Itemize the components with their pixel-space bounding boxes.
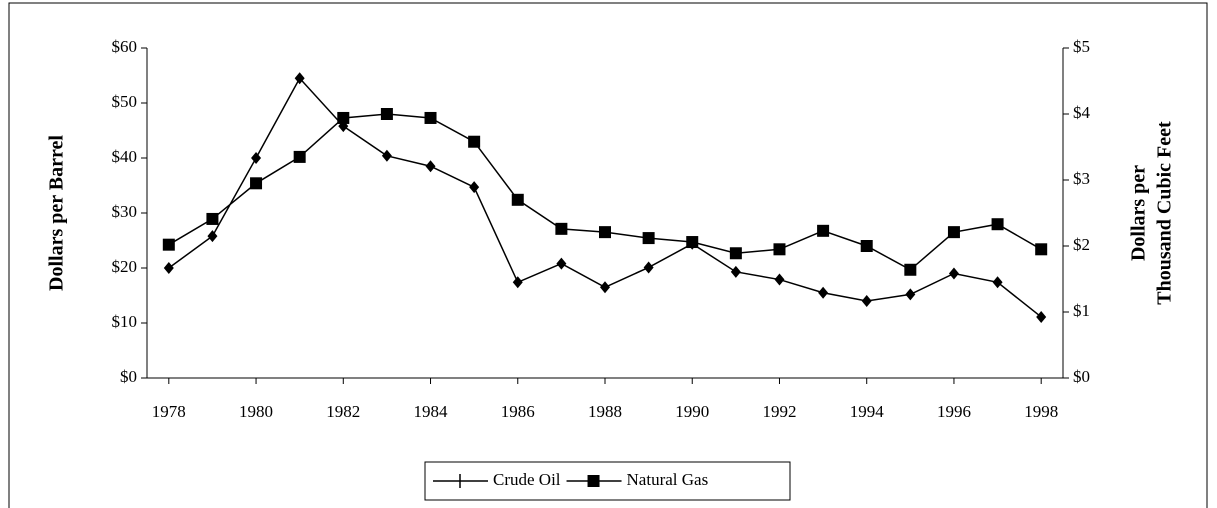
square-marker (250, 177, 263, 190)
square-marker (686, 236, 699, 249)
y-tick-label: $60 (112, 37, 138, 56)
legend-label: Natural Gas (627, 470, 709, 489)
diamond-marker (469, 181, 480, 194)
diamond-marker (948, 267, 959, 280)
square-marker (206, 212, 219, 225)
y2-tick-label: $5 (1073, 37, 1090, 56)
x-tick-label: 1984 (414, 402, 449, 421)
square-marker (904, 263, 917, 276)
series-line (168, 113, 1042, 271)
x-tick-label: 1992 (762, 402, 796, 421)
y-axis-label: Dollars per Barrel (46, 135, 68, 291)
diamond-marker (730, 265, 741, 278)
square-marker (511, 193, 524, 206)
diamond-marker (1036, 310, 1047, 323)
x-tick-label: 1988 (588, 402, 622, 421)
y2-axis-label: Dollars per (1128, 165, 1150, 261)
diamond-marker (163, 262, 174, 274)
square-marker (642, 232, 655, 245)
y2-tick-label: $0 (1073, 367, 1090, 386)
x-tick-label: 1982 (326, 402, 360, 421)
diamond-marker (600, 281, 610, 294)
square-marker (991, 218, 1004, 231)
square-marker (860, 240, 873, 252)
series-line (168, 76, 1042, 318)
frame (8, 2, 1208, 508)
x-tick-label: 1978 (152, 402, 186, 421)
square-marker (947, 226, 960, 239)
square-marker (555, 222, 568, 235)
square-marker (729, 247, 742, 260)
square-marker (424, 111, 437, 124)
square-marker (293, 150, 306, 163)
diamond-marker (774, 273, 785, 286)
square-marker (817, 224, 830, 237)
y-tick-label: $10 (112, 312, 138, 331)
square-marker (1035, 243, 1048, 256)
y-tick-label: $20 (112, 257, 138, 276)
square-marker (337, 111, 350, 124)
x-tick-label: 1994 (850, 402, 885, 421)
square-marker (599, 226, 611, 239)
x-tick-label: 1998 (1024, 402, 1058, 421)
y2-tick-label: $3 (1073, 169, 1090, 188)
x-tick-label: 1980 (239, 402, 273, 421)
diamond-marker (992, 276, 1003, 289)
diamond-marker (556, 257, 567, 270)
diamond-marker (207, 230, 218, 243)
diamond-marker (251, 152, 262, 164)
legend-marker (587, 475, 600, 487)
diamond-marker (818, 286, 829, 299)
x-tick-label: 1986 (501, 402, 535, 421)
y-tick-label: $40 (112, 147, 138, 166)
y2-tick-label: $4 (1073, 103, 1091, 122)
square-marker (773, 243, 786, 256)
diamond-marker (381, 149, 392, 162)
y-tick-label: $0 (120, 367, 137, 386)
y2-tick-label: $1 (1073, 301, 1090, 320)
diamond-marker (643, 261, 654, 274)
square-marker (380, 108, 393, 120)
y2-axis-label: Thousand Cubic Feet (1154, 121, 1176, 305)
y-tick-label: $30 (112, 202, 138, 221)
diamond-marker (425, 160, 436, 173)
diamond-marker (905, 288, 916, 301)
diamond-marker (512, 276, 523, 289)
x-tick-label: 1990 (675, 402, 709, 421)
legend-label: Crude Oil (493, 470, 561, 489)
y-tick-label: $50 (112, 92, 138, 111)
diamond-marker (294, 72, 305, 85)
diamond-marker (861, 295, 872, 307)
y2-tick-label: $2 (1073, 235, 1090, 254)
square-marker (162, 238, 175, 251)
square-marker (468, 135, 481, 148)
x-tick-label: 1996 (937, 402, 971, 421)
